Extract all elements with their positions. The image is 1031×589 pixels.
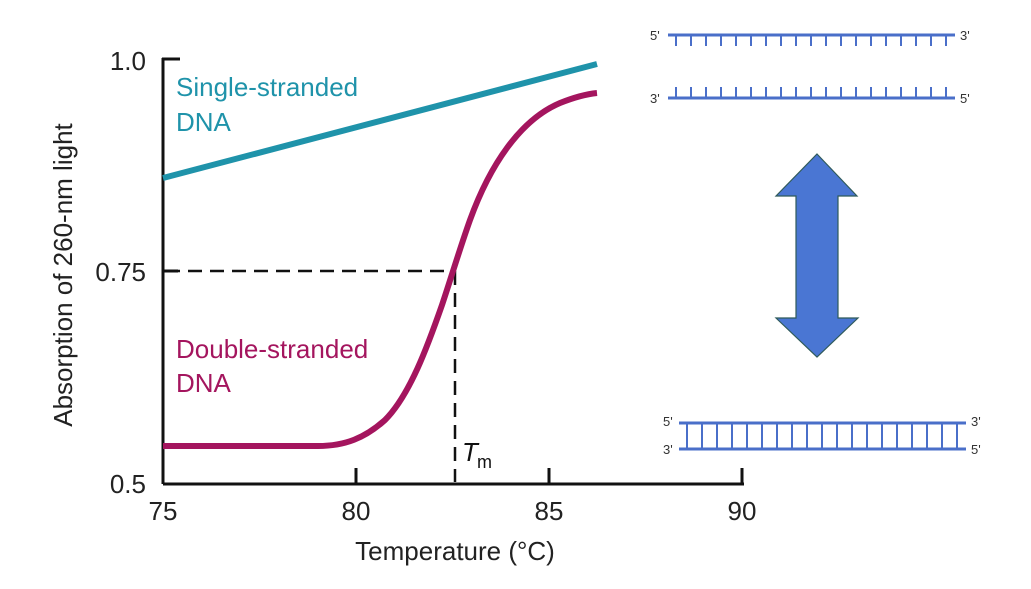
y-tick-label-05: 0.5 (110, 469, 146, 499)
x-tick-label-75: 75 (149, 496, 178, 526)
duplex-top-right-label: 3' (971, 414, 981, 429)
single-strand-top: 5' 3' (650, 28, 970, 46)
strand-label-left: 3' (650, 91, 660, 106)
tm-label-sub: m (477, 452, 492, 472)
duplex-top-left-label: 5' (663, 414, 673, 429)
duplex-bottom-right-label: 5' (971, 442, 981, 457)
y-tick-label-1: 1.0 (110, 46, 146, 76)
x-tick-label-90: 90 (728, 496, 757, 526)
tm-label: T m (462, 437, 492, 472)
double-label-line2: DNA (176, 368, 232, 398)
double-arrow-icon (774, 153, 860, 358)
single-stranded-label: Single-stranded DNA (176, 72, 358, 137)
single-label-line2: DNA (176, 107, 232, 137)
dna-strand-diagram: 5' 3' 3' 5' 5' 3' 3' 5' (650, 28, 981, 457)
axes (161, 57, 744, 486)
strand-label-right: 3' (960, 28, 970, 43)
x-tick-label-80: 80 (342, 496, 371, 526)
base-ticks (675, 87, 947, 98)
double-label-line1: Double-stranded (176, 334, 368, 364)
single-strand-bottom: 3' 5' (650, 87, 970, 106)
duplex-bottom-left-label: 3' (663, 442, 673, 457)
strand-label-left: 5' (650, 28, 660, 43)
double-strand-duplex: 5' 3' 3' 5' (663, 414, 981, 457)
double-stranded-curve (163, 90, 598, 449)
tm-label-main: T (462, 437, 480, 467)
x-axis-title: Temperature (°C) (355, 536, 555, 566)
double-stranded-label: Double-stranded DNA (176, 334, 368, 398)
base-pair-rungs (686, 423, 958, 449)
base-ticks (675, 35, 947, 46)
strand-label-right: 5' (960, 91, 970, 106)
y-axis-title: Absorption of 260-nm light (48, 122, 78, 426)
x-tick-label-85: 85 (535, 496, 564, 526)
single-label-line1: Single-stranded (176, 72, 358, 102)
y-tick-label-075: 0.75 (95, 257, 146, 287)
single-stranded-curve (162, 61, 598, 181)
tm-reference-lines (166, 269, 457, 482)
tick-labels: 1.0 0.75 0.5 75 80 85 90 (95, 46, 756, 526)
melting-curve-chart: 1.0 0.75 0.5 75 80 85 90 Temperature (°C… (48, 46, 756, 566)
